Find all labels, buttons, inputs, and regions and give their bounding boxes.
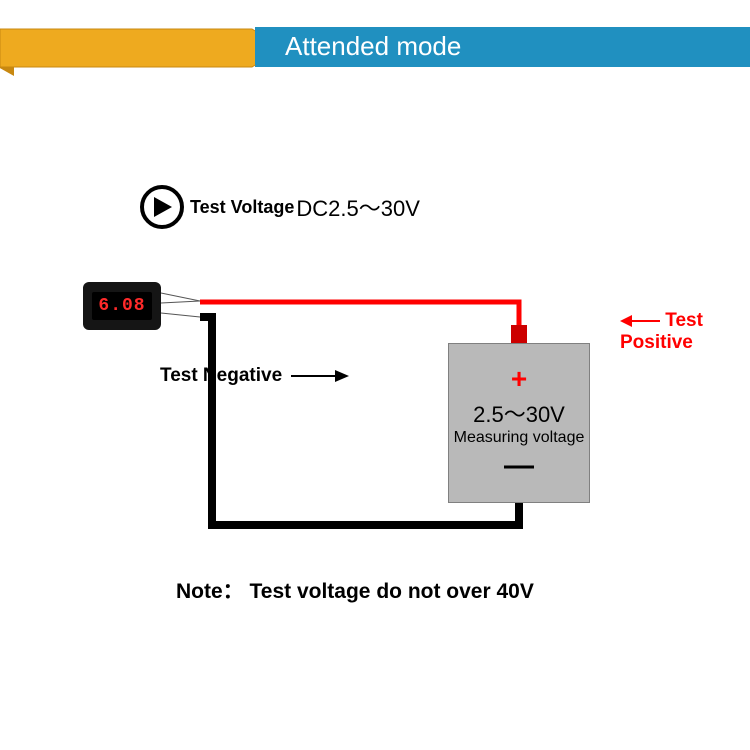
note-prefix: Note： (176, 580, 244, 603)
test-positive-label: Test Positive (620, 310, 750, 354)
battery-box: + 2.5～30V Measuring voltage — (448, 343, 590, 503)
test-voltage-label: Test Voltage (190, 197, 294, 218)
battery-label: Measuring voltage (454, 429, 585, 447)
test-voltage-range: DC2.5～30V (296, 191, 420, 223)
header-banner: Attended mode (0, 18, 750, 68)
arrow-left-icon (620, 313, 660, 329)
voltmeter-display: 6.08 (92, 292, 152, 320)
meter-lead-wires (0, 0, 750, 750)
battery-plus: + (511, 365, 527, 393)
battery-label-text: Measuring voltage (454, 429, 585, 446)
note-body: Test voltage do not over 40V (250, 580, 534, 603)
banner-orange-arrow (0, 29, 283, 67)
note-text: Note： Test voltage do not over 40V (176, 575, 534, 605)
arrow-right-icon (291, 368, 349, 384)
red-wire (0, 0, 750, 750)
battery-minus: — (504, 451, 534, 481)
test-negative-label: Test Negative (160, 365, 349, 387)
triangle-icon (150, 195, 174, 219)
test-negative-text: Test Negative (160, 365, 282, 386)
black-wire (0, 0, 750, 750)
voltmeter: 6.08 (83, 282, 161, 330)
test-voltage-row: Test Voltage DC2.5～30V (140, 185, 420, 229)
battery-range: 2.5～30V (473, 397, 565, 429)
banner-title: Attended mode (255, 27, 750, 65)
play-circle-icon (140, 185, 184, 229)
banner-fold (0, 67, 14, 76)
